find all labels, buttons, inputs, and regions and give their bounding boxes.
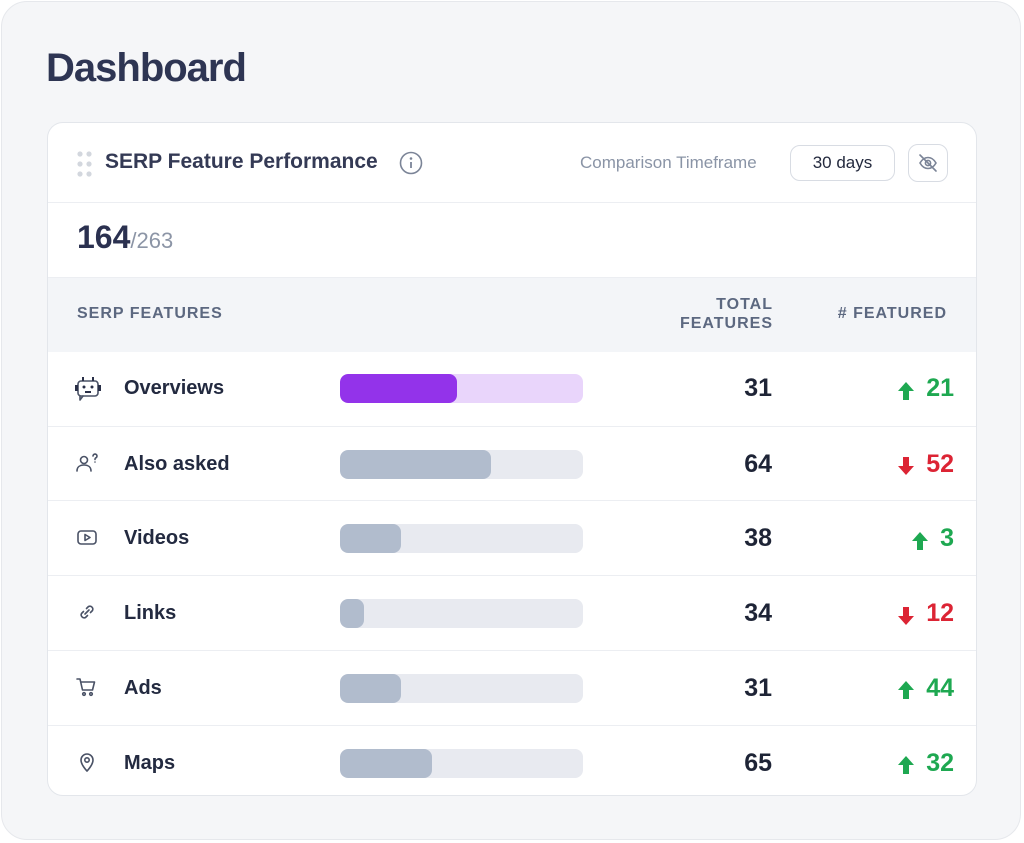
feature-name: Maps <box>124 751 176 774</box>
arrow-icon <box>898 681 915 700</box>
featured: 3 <box>910 501 954 576</box>
feature-name: Videos <box>124 527 190 550</box>
featured-value: 12 <box>926 599 954 628</box>
featured-value: 3 <box>940 524 954 553</box>
arrow-icon <box>912 531 929 550</box>
row-icon <box>74 749 102 777</box>
bar-fill <box>340 599 365 629</box>
table-body: Overviews 31 21 Also asked 64 52 Videos 38 3 Link… <box>48 351 976 796</box>
summary: 164 /263 <box>77 219 173 256</box>
feature-name: Overviews <box>124 377 225 399</box>
row-icon <box>74 674 102 702</box>
row-icon <box>74 524 102 552</box>
featured: 21 <box>896 351 954 426</box>
table-row: Ads 31 44 <box>48 649 976 726</box>
arrow-icon <box>898 756 915 774</box>
page-title: Dashboard <box>46 46 247 90</box>
summary-total: /263 <box>130 228 174 253</box>
icon <box>80 752 94 772</box>
feature-name: Ads <box>124 676 162 699</box>
table-row: Overviews 31 21 <box>48 351 976 426</box>
table-row: Also asked 64 52 <box>48 425 976 502</box>
row-icon <box>74 450 102 478</box>
featured: 52 <box>896 427 954 502</box>
bar-track <box>340 524 583 554</box>
featured-value: 52 <box>926 449 954 478</box>
bar-fill <box>340 524 401 554</box>
timeframe-button[interactable]: 30 days <box>790 145 895 181</box>
bar-track <box>340 599 583 629</box>
table-row: Links 34 12 <box>48 575 976 651</box>
bar-fill <box>340 374 457 403</box>
drag-handle[interactable] <box>76 150 94 178</box>
total-value: 31 <box>744 673 772 702</box>
info-icon[interactable] <box>399 151 423 175</box>
column-header: TOTAL FEATURES <box>679 296 773 332</box>
card-title: SERP Feature Performance <box>105 150 378 173</box>
featured: 32 <box>896 726 954 796</box>
arrow-icon <box>898 606 915 625</box>
bar-track <box>340 374 583 403</box>
feature-name: Links <box>124 602 177 625</box>
total-value: 31 <box>744 374 772 402</box>
total-value: 34 <box>744 599 772 628</box>
bar-track <box>340 449 583 479</box>
trend-arrow <box>896 454 916 476</box>
featured: 44 <box>896 651 954 726</box>
table-header: SERP FEATURES TOTAL FEATURES # FEATURED <box>48 277 976 352</box>
divider <box>48 202 976 203</box>
arrow-icon <box>898 457 915 476</box>
total-value: 65 <box>744 748 772 777</box>
feature-name: Also asked <box>124 452 230 475</box>
trend-arrow <box>910 529 930 550</box>
eye-off-icon <box>919 154 937 172</box>
bar-fill <box>340 449 491 479</box>
table-row: Maps 65 32 <box>48 724 976 796</box>
arrow-icon <box>898 381 915 400</box>
featured-value: 44 <box>926 673 954 702</box>
total-value: 64 <box>744 449 772 478</box>
table-row: Videos 38 3 <box>48 500 976 576</box>
bar-fill <box>340 673 401 703</box>
trend-arrow <box>896 604 916 625</box>
bar-track <box>340 748 583 778</box>
row-icon <box>74 374 102 402</box>
trend-arrow <box>896 379 916 400</box>
column-header: # FEATURED <box>837 305 947 322</box>
icon <box>76 677 96 696</box>
trend-arrow <box>896 753 916 774</box>
serp-card: SERP Feature Performance Comparison Time… <box>47 122 977 796</box>
icon <box>75 377 101 401</box>
timeframe-label: Comparison Timeframe <box>580 153 757 172</box>
hide-button[interactable] <box>908 144 948 182</box>
column-header: SERP FEATURES <box>77 305 223 322</box>
icon <box>77 530 97 546</box>
featured-value: 32 <box>926 748 954 777</box>
featured-value: 21 <box>926 374 954 402</box>
trend-arrow <box>896 678 916 700</box>
bar-fill <box>340 748 433 778</box>
featured: 12 <box>896 576 954 651</box>
bar-track <box>340 673 583 703</box>
icon <box>76 452 98 472</box>
summary-count: 164 <box>77 219 131 255</box>
row-icon <box>74 599 102 627</box>
icon <box>80 605 94 619</box>
total-value: 38 <box>744 524 772 553</box>
